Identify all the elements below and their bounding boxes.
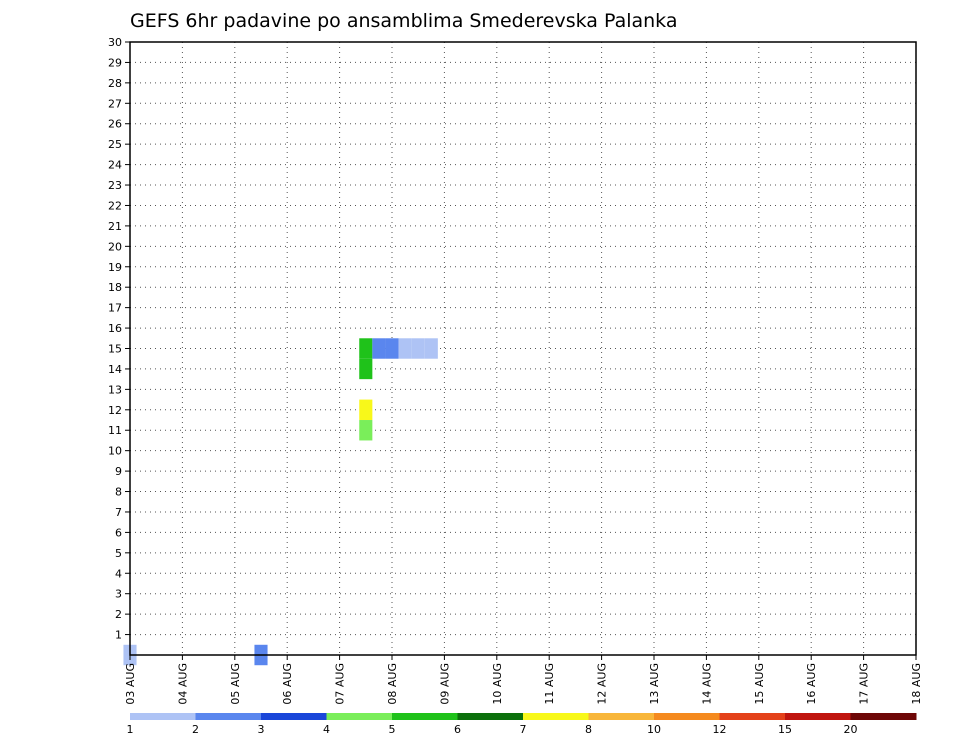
y-axis: 1234567891011121314151617181920212223242… xyxy=(108,36,130,642)
colorbar-segment xyxy=(588,713,655,720)
colorbar-segment xyxy=(130,713,196,720)
data-cell xyxy=(359,399,373,421)
colorbar-label: 20 xyxy=(844,723,858,736)
data-cell xyxy=(359,420,373,441)
y-tick-label: 28 xyxy=(108,77,122,90)
x-tick-label: 08 AUG xyxy=(386,663,399,705)
colorbar-label: 12 xyxy=(713,723,727,736)
colorbar-segment xyxy=(850,713,917,720)
x-tick-label: 12 AUG xyxy=(596,663,609,705)
colorbar-label: 10 xyxy=(647,723,661,736)
colorbar-segment xyxy=(392,713,458,720)
x-tick-label: 11 AUG xyxy=(543,663,556,705)
plot-frame xyxy=(129,41,917,656)
y-tick-label: 24 xyxy=(108,159,122,172)
y-tick-label: 19 xyxy=(108,261,122,274)
x-tick-label: 15 AUG xyxy=(753,663,766,705)
y-tick-label: 3 xyxy=(115,588,122,601)
x-axis: 03 AUG 04 AUG 05 AUG 06 AUG 07 AUG 08 AUG 09 A… xyxy=(124,655,923,705)
y-tick-label: 29 xyxy=(108,56,122,69)
y-tick-label: 11 xyxy=(108,424,122,437)
y-tick-label: 6 xyxy=(115,526,122,539)
data-cell xyxy=(424,338,438,359)
colorbar-label: 7 xyxy=(520,723,527,736)
colorbar-label: 1 xyxy=(127,723,134,736)
y-tick-label: 27 xyxy=(108,97,122,110)
colorbar-segment xyxy=(785,713,851,720)
colorbar-label: 5 xyxy=(389,723,396,736)
data-cell xyxy=(359,338,373,359)
chart-title: GEFS 6hr padavine po ansamblima Smederev… xyxy=(130,10,677,32)
colorbar-segment xyxy=(457,713,524,720)
x-tick-label: 06 AUG xyxy=(281,663,294,705)
y-tick-label: 14 xyxy=(108,363,122,376)
x-tick-label: 05 AUG xyxy=(229,663,242,705)
y-tick-label: 4 xyxy=(115,567,122,580)
y-tick-label: 18 xyxy=(108,281,122,294)
y-tick-label: 1 xyxy=(115,629,122,642)
y-tick-label: 7 xyxy=(115,506,122,519)
colorbar-segment xyxy=(523,713,589,720)
colorbar: 1 2 3 4 5 6 7 8 10 12 15 20 xyxy=(127,713,917,736)
colorbar-label: 8 xyxy=(585,723,592,736)
colorbar-label: 15 xyxy=(778,723,792,736)
y-tick-label: 20 xyxy=(108,240,122,253)
y-tick-label: 23 xyxy=(108,179,122,192)
colorbar-segment xyxy=(195,713,262,720)
colorbar-label: 3 xyxy=(258,723,265,736)
y-tick-label: 13 xyxy=(108,383,122,396)
x-tick-label: 07 AUG xyxy=(334,663,347,705)
y-tick-label: 16 xyxy=(108,322,122,335)
data-cell xyxy=(372,338,386,359)
grid-lines xyxy=(130,41,916,655)
colorbar-segment xyxy=(261,713,327,720)
x-tick-label: 13 AUG xyxy=(648,663,661,705)
y-tick-label: 22 xyxy=(108,199,122,212)
y-tick-label: 10 xyxy=(108,445,122,458)
y-tick-label: 9 xyxy=(115,465,122,478)
x-tick-label: 09 AUG xyxy=(438,663,451,705)
y-tick-label: 12 xyxy=(108,404,122,417)
colorbar-label: 4 xyxy=(323,723,330,736)
y-tick-label: 5 xyxy=(115,547,122,560)
data-cell xyxy=(359,358,373,380)
y-tick-label: 2 xyxy=(115,608,122,621)
x-tick-label: 18 AUG xyxy=(910,663,923,705)
x-tick-label: 10 AUG xyxy=(491,663,504,705)
y-tick-label: 25 xyxy=(108,138,122,151)
x-tick-label: 04 AUG xyxy=(176,663,189,705)
data-cell xyxy=(385,338,399,359)
x-tick-label: 14 AUG xyxy=(700,663,713,705)
y-tick-label: 15 xyxy=(108,343,122,356)
y-tick-label: 17 xyxy=(108,302,122,315)
y-tick-label: 30 xyxy=(108,36,122,49)
colorbar-label: 6 xyxy=(454,723,461,736)
y-tick-label: 26 xyxy=(108,118,122,131)
x-tick-label: 03 AUG xyxy=(124,663,137,705)
colorbar-segment xyxy=(326,713,393,720)
x-tick-label: 17 AUG xyxy=(858,663,871,705)
data-cell xyxy=(398,338,412,359)
y-tick-label: 21 xyxy=(108,220,122,233)
y-tick-label: 8 xyxy=(115,486,122,499)
data-cell xyxy=(411,338,425,359)
x-tick-label: 16 AUG xyxy=(805,663,818,705)
data-cells xyxy=(123,338,438,666)
colorbar-segment xyxy=(654,713,720,720)
colorbar-segment xyxy=(719,713,786,720)
colorbar-label: 2 xyxy=(192,723,199,736)
